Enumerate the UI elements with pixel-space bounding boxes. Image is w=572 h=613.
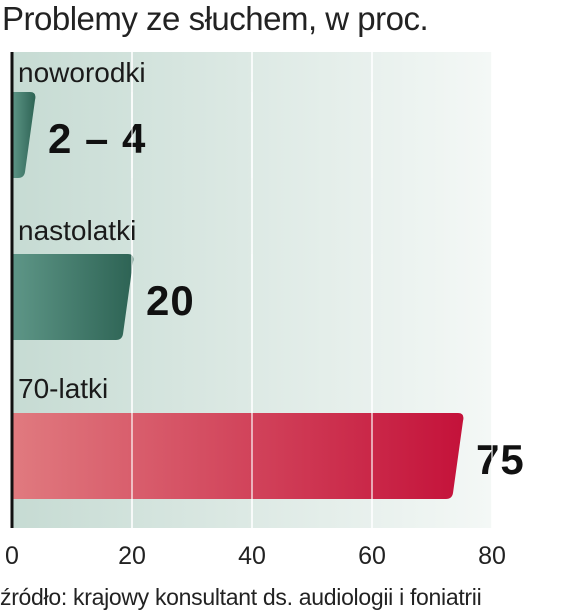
x-tick-label: 80 bbox=[478, 542, 506, 570]
bar bbox=[12, 413, 464, 499]
source-note: źródło: krajowy konsultant ds. audiologi… bbox=[0, 584, 482, 610]
data-label: 2 – 4 bbox=[48, 115, 146, 162]
category-label: 70-latki bbox=[18, 373, 108, 404]
data-label: 75 bbox=[476, 436, 525, 483]
bar bbox=[12, 92, 36, 178]
bar bbox=[12, 254, 134, 340]
x-tick-label: 20 bbox=[118, 542, 146, 570]
x-tick-label: 40 bbox=[238, 542, 266, 570]
data-label: 20 bbox=[146, 277, 195, 324]
category-label: nastolatki bbox=[18, 215, 136, 246]
x-tick-label: 60 bbox=[358, 542, 386, 570]
x-tick-label: 0 bbox=[5, 542, 19, 570]
category-label: noworodki bbox=[18, 57, 146, 88]
chart-title: Problemy ze słuchem, w proc. bbox=[2, 0, 429, 37]
